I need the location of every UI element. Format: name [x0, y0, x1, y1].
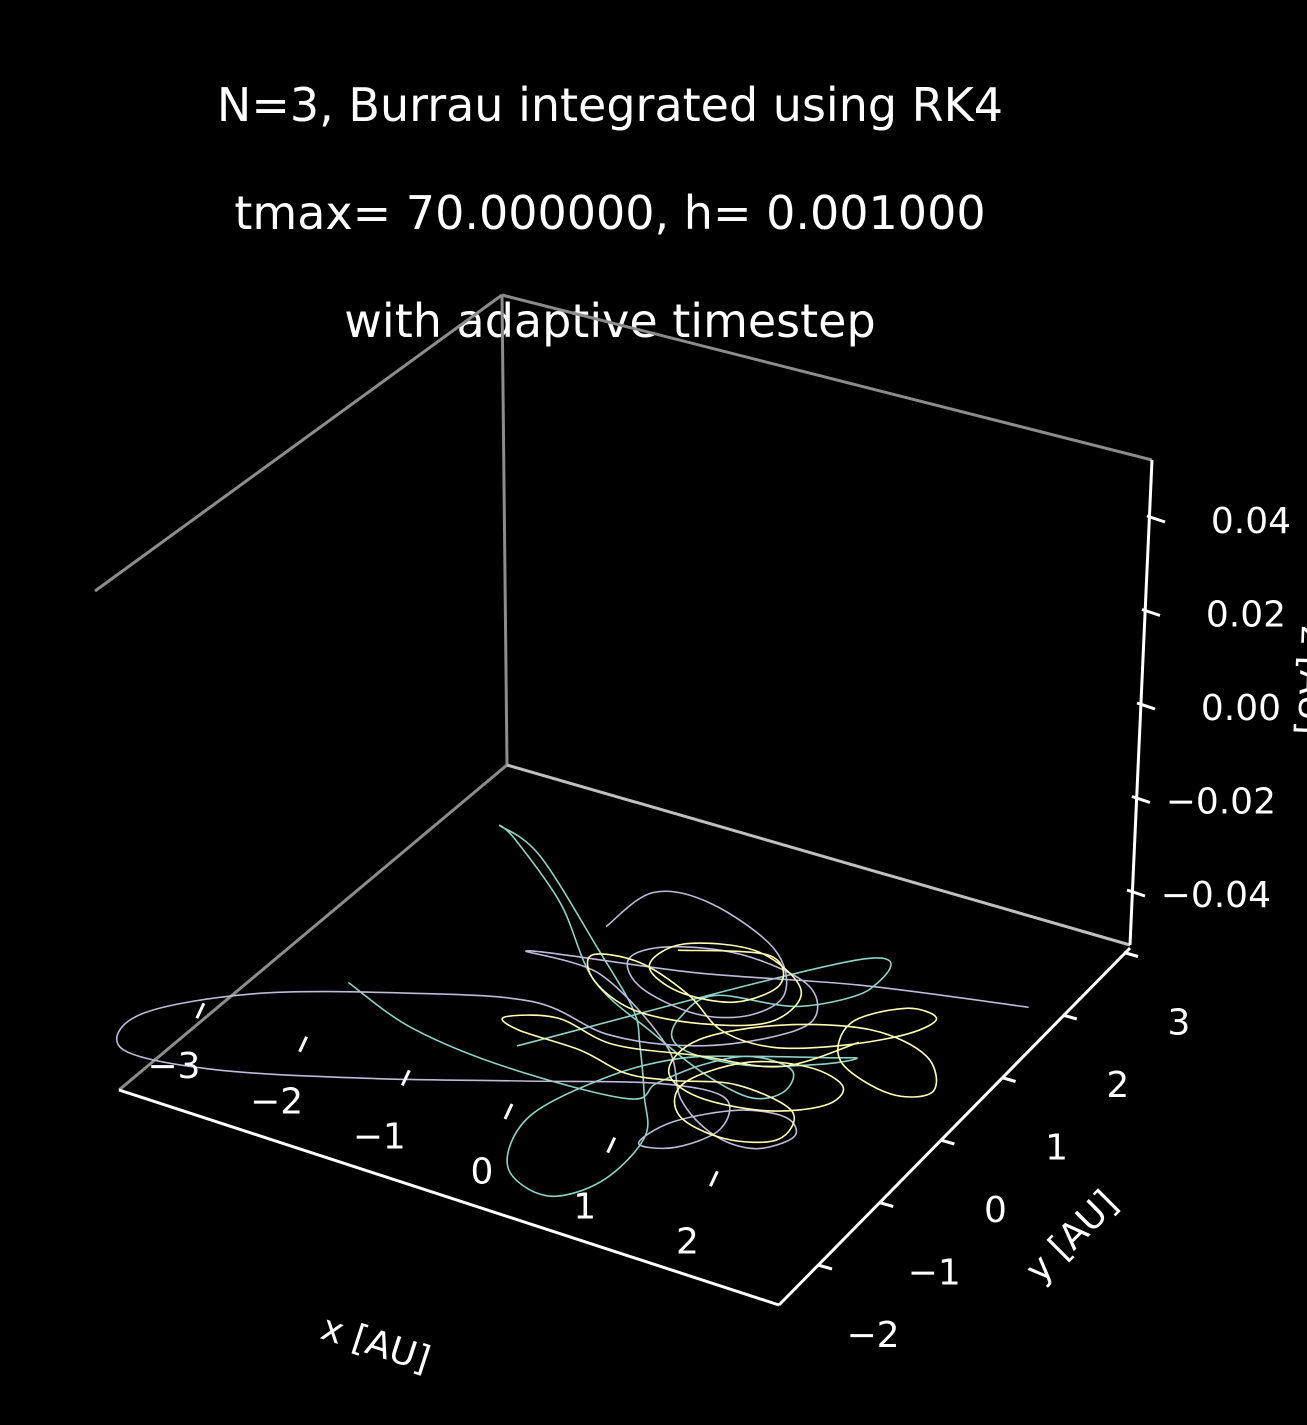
z-tick [1146, 514, 1166, 524]
x-tick [606, 1136, 617, 1154]
x-tick [195, 1002, 206, 1019]
y-tick [1123, 951, 1139, 958]
y-tick-label: −1 [908, 1253, 961, 1294]
z-tick-label: −0.04 [1161, 875, 1271, 916]
z-tick-label: 0.04 [1211, 501, 1291, 542]
y-tick-label: 2 [1106, 1065, 1129, 1106]
z-tick [1136, 701, 1156, 711]
x-tick-label: −3 [147, 1046, 200, 1087]
y-tick [939, 1138, 955, 1146]
x-tick [503, 1103, 514, 1120]
y-tick [1062, 1013, 1078, 1021]
pane-edge-back-left [94, 293, 503, 593]
x-axis-label: x [AU] [316, 1307, 435, 1381]
z-tick-label: 0.02 [1206, 595, 1286, 636]
z-tick-label: −0.02 [1166, 782, 1276, 823]
pane-edge-floor-left [118, 763, 508, 1092]
x-tick [400, 1069, 411, 1087]
title-line-2: tmax= 70.000000, h= 0.001000 [234, 186, 986, 240]
pane-edge-back-vertical [500, 294, 509, 766]
z-tick [1141, 608, 1161, 617]
y-axis-line [777, 946, 1132, 1307]
z-axis-label: z [AU] [1289, 625, 1307, 736]
trajectory-body-1 [347, 824, 892, 1198]
z-tick [1131, 795, 1151, 804]
x-ticks: −3 −2 −1 0 1 2 [147, 1002, 719, 1263]
trajectories [116, 824, 1029, 1198]
z-tick [1126, 888, 1146, 898]
y-tick [817, 1263, 833, 1271]
z-ticks: −0.04 −0.02 0.00 0.02 0.04 [1126, 501, 1291, 916]
y-tick-label: 1 [1045, 1128, 1068, 1169]
trajectory-body-2 [116, 890, 1029, 1150]
x-tick-label: 1 [573, 1187, 596, 1228]
z-axis-line [1128, 459, 1154, 946]
title-line-1: N=3, Burrau integrated using RK4 [216, 78, 1004, 132]
pane-edge-floor-right [506, 763, 1131, 947]
y-tick-label: 0 [984, 1190, 1007, 1231]
x-axis-line [118, 1088, 780, 1307]
y-tick [1001, 1076, 1017, 1083]
x-tick-label: 2 [676, 1222, 699, 1263]
y-tick [878, 1201, 894, 1208]
y-axis-label: y [AU] [1018, 1183, 1126, 1291]
y-tick-label: 3 [1168, 1003, 1191, 1044]
x-tick-label: −2 [250, 1081, 303, 1122]
x-tick [298, 1036, 308, 1053]
y-tick-label: −2 [846, 1315, 899, 1356]
x-tick-label: 0 [471, 1152, 494, 1193]
pane-edge-back-top [501, 293, 1153, 462]
trajectory-body-3 [501, 942, 938, 1144]
z-tick-label: 0.00 [1201, 688, 1281, 729]
x-tick [709, 1170, 719, 1187]
x-tick-label: −1 [353, 1116, 406, 1157]
